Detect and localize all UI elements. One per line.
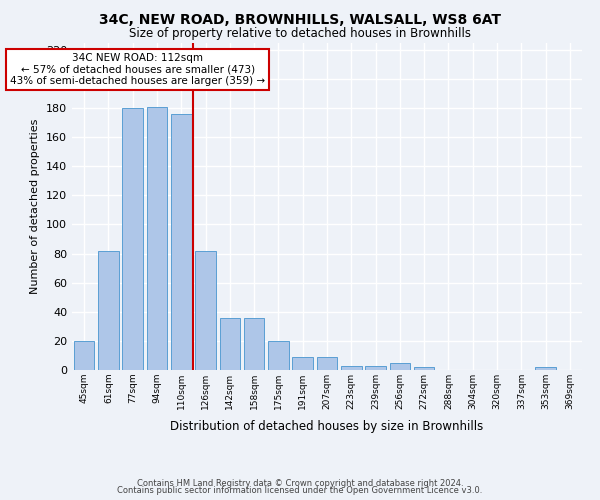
- Text: Contains public sector information licensed under the Open Government Licence v3: Contains public sector information licen…: [118, 486, 482, 495]
- Text: 34C, NEW ROAD, BROWNHILLS, WALSALL, WS8 6AT: 34C, NEW ROAD, BROWNHILLS, WALSALL, WS8 …: [99, 12, 501, 26]
- Bar: [292, 357, 313, 370]
- Text: 34C NEW ROAD: 112sqm
← 57% of detached houses are smaller (473)
43% of semi-deta: 34C NEW ROAD: 112sqm ← 57% of detached h…: [10, 52, 265, 86]
- Bar: [74, 341, 94, 370]
- Bar: [98, 250, 119, 370]
- Bar: [268, 341, 289, 370]
- Bar: [122, 108, 143, 370]
- Bar: [146, 106, 167, 370]
- X-axis label: Distribution of detached houses by size in Brownhills: Distribution of detached houses by size …: [170, 420, 484, 434]
- Bar: [389, 362, 410, 370]
- Bar: [195, 250, 216, 370]
- Bar: [535, 367, 556, 370]
- Y-axis label: Number of detached properties: Number of detached properties: [31, 118, 40, 294]
- Bar: [171, 114, 191, 370]
- Text: Contains HM Land Registry data © Crown copyright and database right 2024.: Contains HM Land Registry data © Crown c…: [137, 478, 463, 488]
- Bar: [244, 318, 265, 370]
- Bar: [341, 366, 362, 370]
- Bar: [317, 357, 337, 370]
- Bar: [414, 367, 434, 370]
- Bar: [220, 318, 240, 370]
- Bar: [365, 366, 386, 370]
- Text: Size of property relative to detached houses in Brownhills: Size of property relative to detached ho…: [129, 28, 471, 40]
